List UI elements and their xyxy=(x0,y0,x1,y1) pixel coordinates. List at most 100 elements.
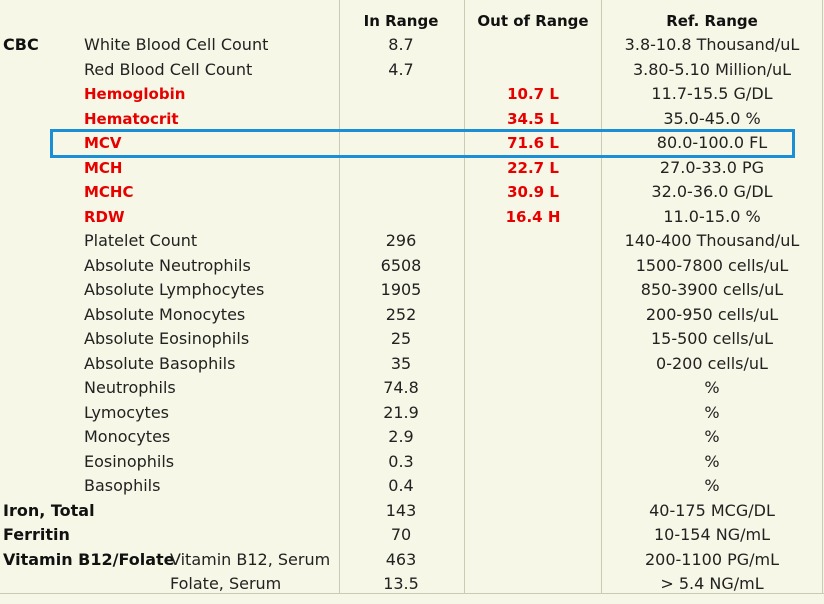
bottom-border xyxy=(0,593,824,594)
test-name: Folate, Serum xyxy=(170,574,282,593)
table-row: Absolute Monocytes 252 200-950 cells/uL xyxy=(0,303,824,328)
in-range-value: 252 xyxy=(385,304,417,324)
in-range-value xyxy=(339,131,463,156)
table-row: Lymocytes 21.9% xyxy=(0,401,824,426)
reference-range: 200-950 cells/uL xyxy=(645,304,779,324)
column-divider xyxy=(601,0,602,594)
table-row: Ferritin 70 10-154 NG/mL xyxy=(0,523,824,548)
reference-range: 850-3900 cells/uL xyxy=(640,280,784,299)
out-of-range-value: 34.5 L xyxy=(507,109,559,128)
column-divider xyxy=(339,0,340,594)
in-range-value: 463 xyxy=(385,549,417,569)
reference-range: 40-175 MCG/DL xyxy=(649,500,775,520)
group-label: Iron, Total xyxy=(3,500,95,520)
group-label: CBC xyxy=(3,35,39,54)
in-range-value xyxy=(339,205,463,230)
out-of-range-value: 71.6 L xyxy=(507,134,559,152)
reference-range: 11.7-15.5 G/DL xyxy=(651,84,773,103)
in-range-value xyxy=(339,156,463,181)
out-of-range-value xyxy=(465,450,601,475)
in-range-value: 1905 xyxy=(380,280,422,299)
test-name: Absolute Lymphocytes xyxy=(84,280,265,299)
test-name: MCHC xyxy=(84,183,134,201)
in-range-value xyxy=(339,107,463,132)
out-of-range-value: 10.7 L xyxy=(507,85,559,103)
table-row: Hemoglobin 10.7 L 11.7-15.5 G/DL xyxy=(0,82,824,107)
out-of-range-value xyxy=(465,401,601,426)
reference-range: 27.0-33.0 PG xyxy=(659,157,765,177)
in-range-value: 143 xyxy=(385,500,417,520)
reference-range: 1500-7800 cells/uL xyxy=(635,255,789,275)
reference-range: 140-400 Thousand/uL xyxy=(624,231,800,250)
reference-range: 10-154 NG/mL xyxy=(653,525,770,544)
in-range-value xyxy=(339,180,463,205)
in-range-value: 25 xyxy=(390,329,412,348)
test-name: Eosinophils xyxy=(84,451,175,471)
out-of-range-value xyxy=(465,327,601,352)
table-row: MCHC 30.9 L 32.0-36.0 G/DL xyxy=(0,180,824,205)
table-row: Absolute Basophils 35 0-200 cells/uL xyxy=(0,352,824,377)
reference-range: 200-1100 PG/mL xyxy=(644,549,780,569)
table-row: Iron, Total 143 40-175 MCG/DL xyxy=(0,499,824,524)
table-row: RDW 16.4 H 11.0-15.0 % xyxy=(0,205,824,230)
table-row: Folate, Serum 13.5 > 5.4 NG/mL xyxy=(0,572,824,597)
in-range-value xyxy=(339,82,463,107)
out-of-range-value: 16.4 H xyxy=(505,207,561,226)
reference-range: 15-500 cells/uL xyxy=(650,329,774,348)
reference-range: 0-200 cells/uL xyxy=(656,353,768,373)
test-name: Neutrophils xyxy=(84,378,176,397)
out-of-range-value xyxy=(465,474,601,499)
reference-range: % xyxy=(704,378,720,397)
in-range-value: 13.5 xyxy=(383,574,419,593)
header-ref-range: Ref. Range xyxy=(666,12,758,30)
table-row: Platelet Count 296 140-400 Thousand/uL xyxy=(0,229,824,254)
test-name: RDW xyxy=(84,207,125,226)
table-row: Eosinophils 0.3% xyxy=(0,450,824,475)
reference-range: 35.0-45.0 % xyxy=(663,108,761,128)
group-label: Vitamin B12/Folate xyxy=(3,549,175,569)
out-of-range-value xyxy=(465,548,601,573)
test-name: Absolute Basophils xyxy=(84,353,236,373)
table-row: Absolute Neutrophils 6508 1500-7800 cells/… xyxy=(0,254,824,279)
out-of-range-value xyxy=(465,254,601,279)
column-divider xyxy=(822,0,823,594)
in-range-value: 70 xyxy=(390,525,412,544)
out-of-range-value xyxy=(465,523,601,548)
table-row: MCH 22.7 L 27.0-33.0 PG xyxy=(0,156,824,181)
reference-range: 3.8-10.8 Thousand/uL xyxy=(624,35,800,54)
reference-range: % xyxy=(704,451,720,471)
out-of-range-value xyxy=(465,33,601,58)
in-range-value: 6508 xyxy=(380,255,422,275)
out-of-range-value: 30.9 L xyxy=(507,183,559,201)
table-row: Red Blood Cell Count 4.7 3.80-5.10 Million… xyxy=(0,58,824,83)
in-range-value: 296 xyxy=(385,231,417,250)
table-row: Absolute Eosinophils 25 15-500 cells/uL xyxy=(0,327,824,352)
group-label: Ferritin xyxy=(3,525,70,544)
in-range-value: 2.9 xyxy=(388,427,414,446)
test-name: MCH xyxy=(84,158,123,177)
reference-range: 32.0-36.0 G/DL xyxy=(651,182,773,201)
in-range-value: 8.7 xyxy=(388,35,414,54)
column-divider xyxy=(464,0,465,594)
out-of-range-value xyxy=(465,278,601,303)
test-name: Basophils xyxy=(84,476,161,495)
test-name: Absolute Neutrophils xyxy=(84,255,251,275)
table-row: Absolute Lymphocytes 1905 850-3900 cells/u… xyxy=(0,278,824,303)
in-range-value: 0.4 xyxy=(388,476,414,495)
out-of-range-value xyxy=(465,425,601,450)
table-row: MCV 71.6 L 80.0-100.0 FL xyxy=(0,131,824,156)
reference-range: 3.80-5.10 Million/uL xyxy=(632,59,792,79)
test-name: Hemoglobin xyxy=(84,85,186,103)
test-name: MCV xyxy=(84,134,122,152)
test-name: Monocytes xyxy=(84,427,171,446)
test-name: Hematocrit xyxy=(84,109,179,128)
test-name: Absolute Monocytes xyxy=(84,304,246,324)
out-of-range-value xyxy=(465,229,601,254)
test-name: White Blood Cell Count xyxy=(84,35,269,54)
out-of-range-value xyxy=(465,58,601,83)
test-name: Absolute Eosinophils xyxy=(84,329,250,348)
in-range-value: 0.3 xyxy=(388,451,414,471)
out-of-range-value: 22.7 L xyxy=(507,158,559,177)
table-row: Monocytes 2.9% xyxy=(0,425,824,450)
table-row: Hematocrit 34.5 L 35.0-45.0 % xyxy=(0,107,824,132)
